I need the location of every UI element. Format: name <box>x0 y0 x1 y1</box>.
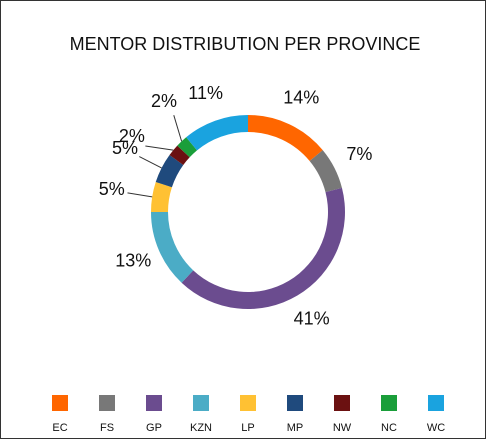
leader-line <box>127 192 153 198</box>
legend-label: LP <box>241 422 254 434</box>
legend-swatch <box>381 395 397 411</box>
donut-slice <box>181 187 346 309</box>
legend-swatch <box>334 395 350 411</box>
legend-label: NC <box>381 422 397 434</box>
legend-label: KZN <box>190 422 212 434</box>
chart-title: MENTOR DISTRIBUTION PER PROVINCE <box>70 34 421 54</box>
donut-slice <box>186 115 248 151</box>
leader-line <box>139 156 162 169</box>
legend-swatch <box>52 395 68 411</box>
data-label: 5% <box>99 179 125 199</box>
donut-slice <box>155 154 184 188</box>
legend-label: MP <box>287 422 304 434</box>
legend-swatch <box>428 395 444 411</box>
leader-line <box>145 145 174 151</box>
legend-swatch <box>193 395 209 411</box>
legend-swatch <box>99 395 115 411</box>
data-label: 2% <box>119 126 145 146</box>
legend-label: EC <box>52 422 67 434</box>
legend-label: GP <box>146 422 162 434</box>
legend-label: NW <box>333 422 352 434</box>
data-label: 14% <box>283 88 319 108</box>
legend-label: FS <box>100 422 114 434</box>
donut-slice <box>309 150 342 193</box>
legend-swatch <box>287 395 303 411</box>
donut-slice <box>151 212 194 283</box>
data-label: 41% <box>294 308 330 328</box>
legend-swatch <box>146 395 162 411</box>
donut-slice <box>169 145 190 165</box>
data-label: 11% <box>188 83 223 103</box>
donut-slice <box>151 182 172 212</box>
data-label: 7% <box>346 144 372 164</box>
data-label: 2% <box>151 91 177 111</box>
legend-label: WC <box>427 422 445 434</box>
donut-slice <box>177 137 198 158</box>
data-label: 5% <box>112 138 138 158</box>
donut-slice <box>248 115 323 162</box>
legend-swatch <box>240 395 256 411</box>
leader-line <box>173 115 183 142</box>
data-label: 13% <box>115 250 151 270</box>
